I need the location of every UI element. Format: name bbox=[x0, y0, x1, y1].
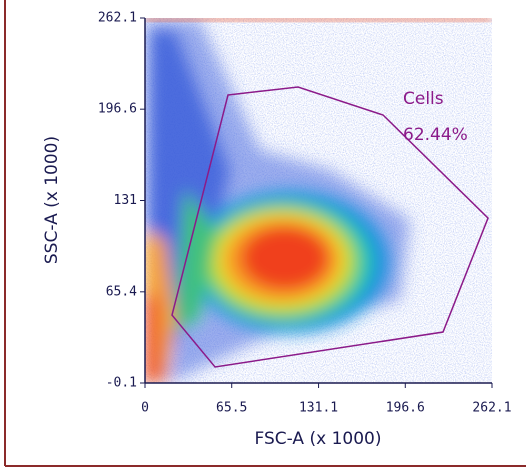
y-tick-label: 262.1 bbox=[98, 11, 137, 26]
density bbox=[145, 18, 492, 383]
x-tick-label: 0 bbox=[141, 401, 149, 416]
y-tick-label: 65.4 bbox=[106, 284, 137, 299]
y-axis-title: SSC-A (x 1000) bbox=[42, 136, 62, 264]
y-tick-label: -0.1 bbox=[106, 376, 137, 391]
gate-name: Cells bbox=[403, 89, 444, 109]
gate-percent: 62.44% bbox=[403, 125, 468, 145]
y-tick-label: 196.6 bbox=[98, 102, 137, 117]
x-tick-label: 262.1 bbox=[472, 401, 511, 416]
x-tick-label: 65.5 bbox=[216, 401, 247, 416]
x-axis-title: FSC-A (x 1000) bbox=[255, 429, 382, 449]
gate bbox=[171, 86, 489, 368]
y-tick-label: 131 bbox=[114, 193, 137, 208]
x-tick-label: 196.6 bbox=[386, 401, 425, 416]
x-tick-label: 131.1 bbox=[299, 401, 338, 416]
